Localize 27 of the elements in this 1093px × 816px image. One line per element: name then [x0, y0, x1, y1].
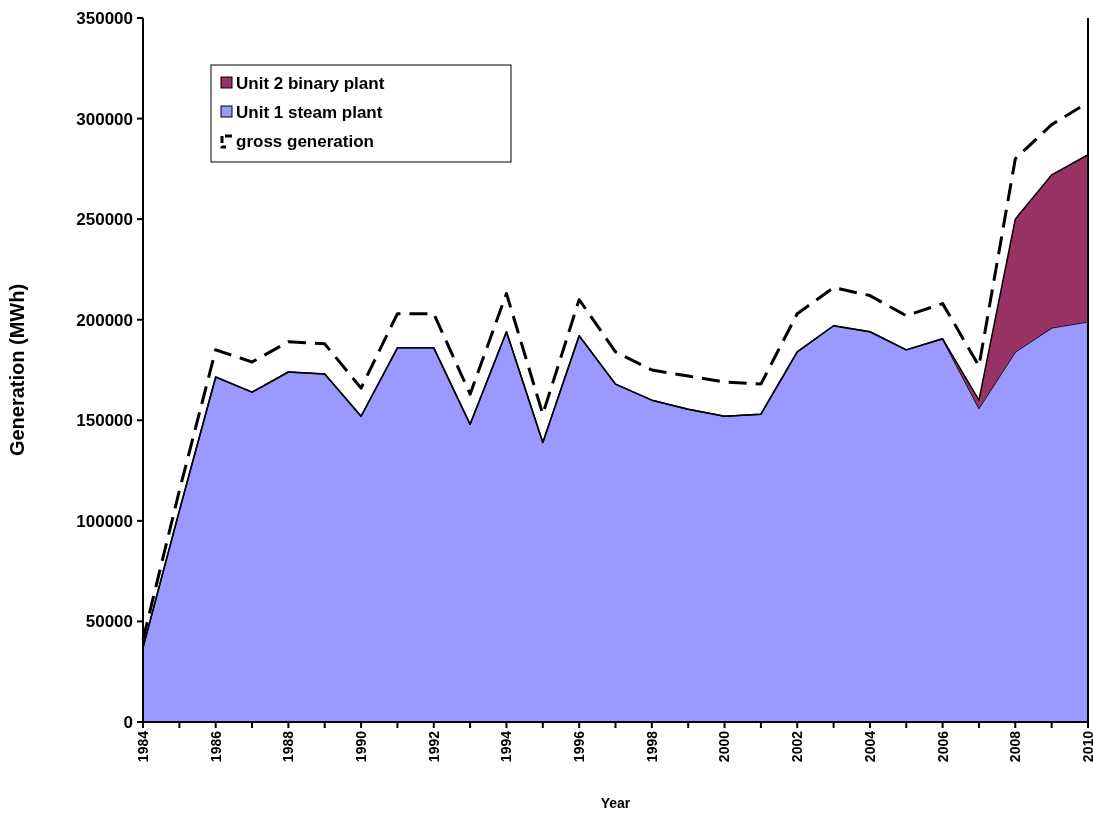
y-tick-label: 350000	[76, 8, 133, 28]
y-tick-label: 100000	[76, 511, 133, 531]
y-tick-label: 300000	[76, 109, 133, 129]
x-tick-label: 1998	[643, 730, 660, 763]
y-tick-label: 250000	[76, 210, 133, 230]
y-tick-label: 0	[123, 712, 133, 732]
x-tick-label: 2006	[934, 730, 951, 763]
y-tick-label: 150000	[76, 411, 133, 431]
x-tick-label: 1992	[425, 730, 442, 763]
legend-label: Unit 1 steam plant	[236, 102, 383, 122]
y-tick-label: 50000	[85, 612, 133, 632]
x-tick-label: 2004	[861, 730, 878, 763]
x-tick-label: 1994	[498, 730, 515, 763]
x-tick-label: 2002	[789, 730, 806, 763]
x-axis-title: Year	[600, 795, 631, 811]
y-tick-label: 200000	[76, 310, 133, 330]
x-tick-label: 1988	[280, 730, 297, 763]
x-tick-label: 2008	[1007, 730, 1024, 763]
x-tick-label: 1986	[207, 730, 224, 763]
x-tick-label: 1990	[352, 730, 369, 763]
legend-label: Unit 2 binary plant	[236, 73, 385, 93]
legend-label: gross generation	[236, 131, 374, 151]
y-axis-title: Generation (MWh)	[6, 283, 28, 457]
x-tick-label: 1996	[571, 730, 588, 763]
x-tick-label: 2010	[1079, 730, 1093, 763]
x-tick-label: 2000	[716, 730, 733, 763]
x-tick-label: 1984	[134, 730, 151, 763]
